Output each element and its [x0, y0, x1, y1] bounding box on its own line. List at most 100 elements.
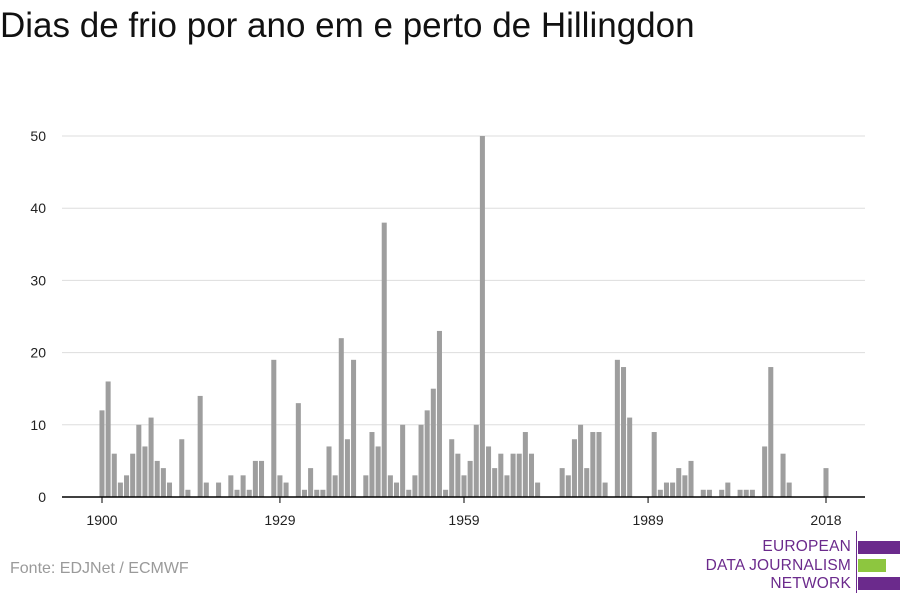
bar-1916 — [197, 395, 203, 497]
bar-1958 — [455, 453, 461, 497]
bar-1985 — [621, 367, 627, 497]
bar-1945 — [375, 446, 381, 497]
bar-2012 — [786, 482, 792, 497]
bar-1967 — [510, 453, 516, 497]
bar-1951 — [412, 475, 418, 497]
bar-1980 — [590, 432, 596, 497]
bar-1936 — [320, 489, 326, 497]
bar-1996 — [688, 460, 694, 497]
y-tick-label: 50 — [30, 128, 46, 144]
bar-2018 — [823, 468, 829, 497]
y-tick-label: 0 — [38, 489, 46, 505]
logo-bar-bottom — [858, 577, 900, 590]
bar-1968 — [516, 453, 522, 497]
x-tick-label: 1900 — [86, 512, 117, 528]
bar-1925 — [252, 460, 258, 497]
bar-1948 — [393, 482, 400, 497]
bar-1909 — [154, 460, 160, 497]
bars — [99, 136, 829, 497]
bar-1970 — [528, 453, 535, 497]
logo-divider — [856, 531, 857, 593]
bar-1900 — [99, 410, 105, 497]
bar-1914 — [185, 489, 191, 497]
bar-1930 — [283, 482, 289, 497]
gridlines — [62, 135, 865, 426]
bar-1966 — [504, 475, 510, 497]
bar-1903 — [117, 482, 123, 497]
chart-title: Dias de frio por ano em e perto de Hilli… — [0, 6, 695, 45]
bar-1955 — [436, 330, 442, 497]
bar-1921 — [228, 475, 234, 497]
bar-1992 — [663, 482, 669, 497]
bar-1999 — [706, 489, 712, 497]
bar-1906 — [136, 424, 142, 497]
bar-1941 — [351, 359, 357, 497]
axes — [62, 496, 865, 503]
bar-1939 — [338, 338, 344, 497]
bar-1998 — [700, 489, 706, 497]
source-note: Fonte: EDJNet / ECMWF — [10, 560, 189, 577]
bar-1946 — [381, 222, 387, 497]
bar-1965 — [498, 453, 504, 497]
bar-1969 — [522, 432, 528, 497]
logo-text: EUROPEAN DATA JOURNALISM NETWORK — [706, 538, 851, 594]
bar-1981 — [596, 432, 602, 497]
bar-1934 — [308, 468, 314, 497]
bar-1982 — [602, 482, 608, 497]
x-tick-label: 1959 — [448, 512, 479, 528]
bar-2006 — [749, 489, 755, 497]
bar-1905 — [130, 453, 136, 497]
bar-2009 — [768, 367, 774, 497]
bar-1919 — [216, 482, 222, 497]
bar-1986 — [627, 417, 633, 497]
bar-1952 — [418, 424, 424, 497]
logo-line-2: DATA JOURNALISM — [705, 556, 851, 574]
bar-1984 — [614, 359, 620, 497]
bar-1977 — [571, 439, 577, 497]
bar-2008 — [762, 446, 768, 497]
bar-1995 — [682, 475, 688, 497]
bar-1932 — [295, 403, 301, 497]
bar-1979 — [584, 468, 590, 497]
logo-line-3: NETWORK — [770, 575, 851, 592]
bar-2002 — [725, 482, 731, 497]
bar-1953 — [424, 410, 430, 497]
bar-1962 — [479, 136, 485, 497]
bar-1975 — [559, 468, 565, 497]
bar-1956 — [443, 489, 449, 497]
bar-1978 — [578, 424, 584, 497]
x-tick-label: 2018 — [810, 512, 841, 528]
bar-1928 — [271, 359, 277, 497]
bar-1993 — [670, 482, 676, 497]
bar-1901 — [105, 381, 111, 497]
bar-2001 — [719, 489, 725, 497]
bar-1908 — [148, 417, 154, 497]
bar-1938 — [332, 475, 338, 497]
bar-1943 — [363, 475, 369, 497]
bar-2004 — [737, 489, 743, 497]
bar-1949 — [400, 424, 406, 497]
logo-bar-middle — [858, 559, 886, 572]
bar-2011 — [780, 453, 786, 497]
bar-1944 — [369, 432, 375, 497]
bar-1937 — [326, 446, 332, 497]
bar-1924 — [246, 489, 252, 497]
bar-1963 — [486, 446, 492, 497]
bar-1907 — [142, 446, 148, 497]
bar-1961 — [473, 424, 479, 497]
y-tick-label: 10 — [30, 417, 46, 433]
bar-1960 — [467, 460, 473, 497]
bar-1911 — [166, 482, 173, 497]
y-tick-label: 40 — [30, 200, 46, 216]
edjnet-logo[interactable]: EUROPEAN DATA JOURNALISM NETWORK — [700, 531, 900, 593]
bar-1964 — [492, 468, 498, 497]
bar-1929 — [277, 475, 283, 497]
bar-1954 — [430, 388, 436, 497]
x-tick-label: 1929 — [264, 512, 295, 528]
bar-2005 — [743, 489, 749, 497]
y-tick-labels: 0 10 20 30 40 50 — [30, 128, 46, 505]
bar-1902 — [111, 453, 117, 497]
y-tick-label: 20 — [30, 345, 46, 361]
bar-1957 — [449, 439, 455, 497]
bar-1991 — [657, 489, 663, 497]
